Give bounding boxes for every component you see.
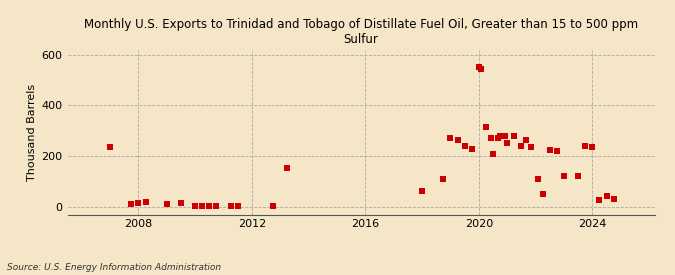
Point (481, 125, 491, 129)
Point (502, 141, 512, 146)
Point (452, 138, 463, 142)
Point (537, 192, 548, 196)
Point (594, 197, 605, 202)
Y-axis label: Thousand Barrels: Thousand Barrels (28, 83, 37, 181)
Point (533, 177, 543, 181)
Point (445, 136, 456, 141)
Point (473, 65, 484, 70)
Title: Monthly U.S. Exports to Trinidad and Tobago of Distillate Fuel Oil, Greater than: Monthly U.S. Exports to Trinidad and Tob… (84, 18, 638, 46)
Point (161, 202, 172, 207)
Point (225, 204, 236, 208)
Point (487, 151, 498, 156)
Point (516, 144, 526, 148)
Point (476, 66, 487, 71)
Point (204, 204, 215, 208)
Point (544, 148, 555, 152)
Point (485, 136, 496, 141)
Point (495, 134, 506, 138)
Point (133, 201, 144, 205)
Point (493, 136, 504, 141)
Point (105, 145, 115, 149)
Text: Source: U.S. Energy Information Administration: Source: U.S. Energy Information Administ… (7, 263, 221, 272)
Point (197, 204, 208, 208)
Point (587, 145, 598, 149)
Point (466, 146, 477, 151)
Point (608, 197, 619, 202)
Point (509, 134, 520, 138)
Point (211, 204, 222, 208)
Point (268, 204, 279, 208)
Point (140, 200, 151, 204)
Point (232, 204, 243, 208)
Point (459, 144, 470, 148)
Point (190, 204, 200, 208)
Point (521, 138, 532, 142)
Point (580, 144, 591, 148)
Point (416, 189, 427, 193)
Point (601, 194, 612, 199)
Point (176, 201, 186, 205)
Point (126, 202, 137, 207)
Point (573, 174, 584, 179)
Point (438, 177, 449, 181)
Point (525, 145, 536, 149)
Point (282, 165, 293, 170)
Point (500, 134, 510, 138)
Point (559, 174, 570, 179)
Point (551, 149, 562, 153)
